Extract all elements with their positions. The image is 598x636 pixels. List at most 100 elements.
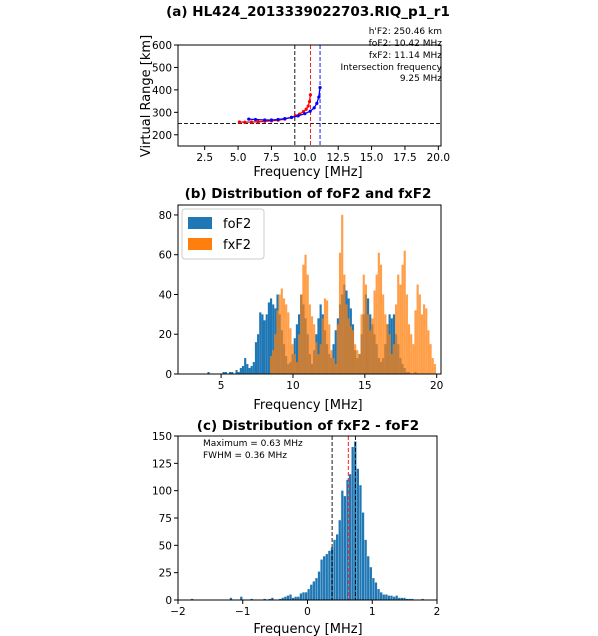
difference-bar — [380, 592, 383, 600]
fof2-bar — [390, 318, 393, 374]
x-tick-label: −1 — [235, 606, 250, 618]
o-mode-point — [256, 120, 260, 124]
fxf2-bar — [269, 356, 273, 374]
fxf2-bar — [388, 334, 391, 374]
fxf2-bar — [323, 298, 327, 374]
fof2-bar — [241, 366, 245, 374]
difference-bar — [229, 597, 233, 600]
fof2-bar — [267, 302, 270, 374]
legend-swatch-fxf2 — [188, 238, 212, 250]
annotation-fxf2: fxF2: 11.14 MHz — [369, 51, 442, 61]
difference-bar — [330, 547, 334, 600]
annotation-maximum: Maximum = 0.63 MHz — [203, 439, 303, 449]
fxf2-bar — [341, 214, 344, 374]
y-tick-label: 0 — [165, 369, 172, 381]
difference-bar — [348, 474, 352, 600]
panel-c-plot-area — [190, 436, 424, 600]
fxf2-bar — [416, 284, 419, 374]
annotation-intersection-value: 9.25 MHz — [400, 74, 442, 84]
y-tick-label: 300 — [152, 107, 172, 119]
difference-bar — [281, 597, 284, 600]
fxf2-bar — [351, 330, 355, 374]
o-mode-point — [249, 120, 254, 124]
fxf2-bar — [308, 304, 311, 374]
fxf2-bar — [401, 264, 404, 374]
panel-c-annotations: Maximum = 0.63 MHz FWHM = 0.36 MHz — [203, 439, 303, 461]
x-tick-label: 7.5 — [263, 152, 280, 164]
fof2-bar — [295, 324, 299, 374]
fof2-bar — [246, 364, 249, 374]
difference-bar — [312, 581, 315, 600]
fxf2-bar — [431, 358, 434, 374]
fxf2-bar — [433, 364, 436, 374]
x-mode-point — [269, 118, 274, 122]
difference-bar — [392, 596, 396, 600]
y-tick-label: 40 — [159, 289, 172, 301]
y-tick-label: 200 — [152, 130, 172, 142]
panel-a-xlabel: Frequency [MHz] — [253, 165, 362, 180]
fof2-bar — [254, 342, 258, 374]
fxf2-bar — [364, 284, 367, 374]
difference-bar — [328, 550, 331, 600]
annotation-fwhm: FWHM = 0.36 MHz — [203, 451, 287, 461]
x-tick-label: 10.0 — [293, 152, 316, 164]
annotation-hf2: h'F2: 250.46 km — [369, 27, 442, 37]
difference-bar — [284, 596, 287, 600]
fxf2-bar — [338, 252, 342, 374]
difference-bar — [400, 597, 404, 600]
fxf2-bar — [295, 362, 299, 374]
difference-bar — [320, 559, 323, 600]
x-mode-point — [247, 117, 251, 121]
difference-bar — [374, 582, 378, 600]
y-tick-label: 100 — [152, 486, 172, 498]
o-mode-point — [307, 99, 312, 104]
x-mode-point — [318, 86, 322, 90]
panel-a-title: (a) HL424_2013339022703.RIQ_p1_r1 — [166, 4, 450, 20]
fxf2-bar — [366, 314, 370, 374]
fof2-bar — [231, 372, 234, 374]
difference-bar — [382, 594, 385, 600]
fof2-bar — [207, 372, 210, 374]
difference-bar — [190, 598, 194, 600]
panel-a-ylabel: Virtual Range [km] — [139, 35, 154, 157]
difference-bar — [289, 594, 292, 600]
fxf2-bar — [349, 326, 352, 374]
panel-a-axes: 2.5 5.0 7.5 10.0 12.5 15.0 17.5 20.0 200 300 400 50… — [152, 40, 450, 164]
fxf2-bar — [429, 344, 432, 374]
difference-bar — [304, 592, 308, 600]
fxf2-bar — [306, 274, 309, 374]
x-tick-label: 10 — [286, 380, 299, 392]
o-mode-trace — [239, 94, 312, 123]
x-mode-point — [283, 117, 287, 121]
fxf2-bar — [362, 274, 365, 374]
difference-bar — [338, 520, 341, 600]
fxf2-bar — [285, 304, 288, 374]
x-tick-label: 0 — [304, 606, 311, 618]
panel-a-annotations: h'F2: 250.46 km foF2: 10.42 MHz fxF2: 11… — [340, 27, 442, 84]
difference-bar — [323, 556, 326, 600]
o-mode-point — [304, 107, 308, 111]
difference-bar — [372, 578, 375, 600]
x-tick-label: 2 — [434, 606, 441, 618]
fxf2-bar — [330, 350, 333, 374]
x-mode-point — [312, 106, 316, 110]
difference-bar — [325, 554, 328, 600]
fxf2-bar — [425, 308, 428, 374]
annotation-intersection-label: Intersection frequency — [340, 63, 442, 73]
fxf2-bar — [291, 344, 294, 374]
y-tick-label: 0 — [165, 595, 172, 607]
o-mode-point — [308, 93, 313, 97]
fxf2-bar — [310, 316, 314, 374]
fxf2-bar — [399, 284, 402, 374]
y-tick-label: 20 — [159, 329, 172, 341]
fof2-bar — [248, 368, 251, 374]
fxf2-bar — [407, 324, 411, 374]
panel-b-title: (b) Distribution of foF2 and fxF2 — [185, 186, 432, 202]
fxf2-bar — [289, 328, 292, 374]
difference-bar — [364, 539, 367, 600]
x-tick-label: 17.5 — [393, 152, 416, 164]
o-mode-point — [306, 104, 310, 108]
legend-label-fxf2: fxF2 — [223, 238, 251, 253]
difference-bar — [385, 594, 388, 600]
y-tick-label: 80 — [159, 210, 172, 222]
